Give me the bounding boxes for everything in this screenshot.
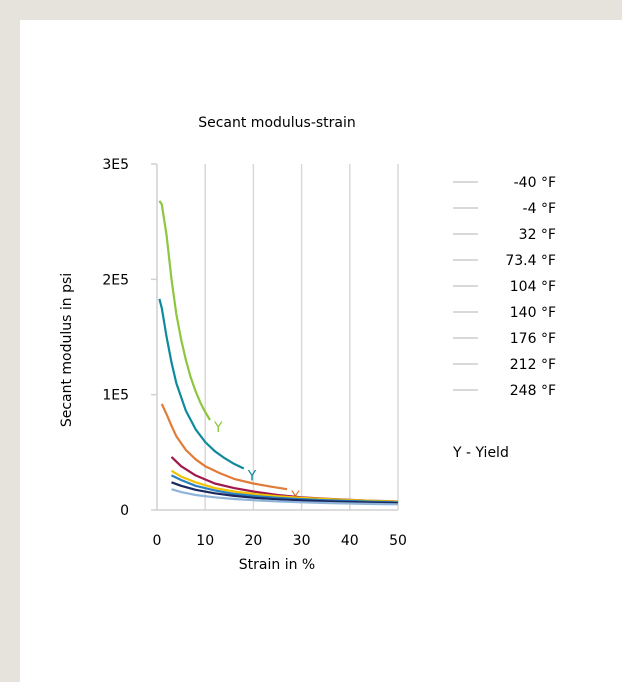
legend-label: 212 °F: [510, 357, 556, 373]
legend-label: -4 °F: [523, 201, 556, 217]
legend-label: 140 °F: [510, 305, 556, 321]
grid-lines: [204, 164, 399, 510]
x-tick-label: 50: [389, 533, 407, 549]
yield-note: Y - Yield: [452, 445, 509, 461]
legend: -40 °F -4 °F 32 °F 73.4 °F 104 °F 140 °F 176 °…: [453, 175, 556, 399]
x-tick-label: 30: [293, 533, 311, 549]
y-tick-label: 1E5: [102, 388, 129, 404]
tick-labels: 0 1E5 2E5 3E5 0 10 20 30 40 50: [102, 157, 407, 549]
y-tick-label: 3E5: [102, 157, 129, 173]
legend-label: -40 °F: [514, 175, 556, 191]
series-line-2: [160, 403, 288, 491]
series-lines: YYY: [158, 200, 399, 506]
x-tick-label: 10: [196, 533, 214, 549]
legend-label: 104 °F: [510, 279, 556, 295]
y-tick-label: 0: [120, 503, 129, 519]
legend-label: 248 °F: [510, 383, 556, 399]
series-line-7: [171, 481, 399, 505]
series-line-8: [171, 488, 399, 506]
legend-label: 73.4 °F: [505, 253, 556, 269]
legend-label: 32 °F: [519, 227, 556, 243]
legend-label: 176 °F: [510, 331, 556, 347]
x-tick-label: 0: [153, 533, 162, 549]
x-tick-label: 20: [244, 533, 262, 549]
chart-title: Secant modulus-strain: [198, 115, 356, 131]
y-tick-label: 2E5: [102, 272, 129, 288]
yield-marker: Y: [213, 420, 223, 436]
series-line-0: [158, 200, 211, 421]
yield-marker: Y: [247, 468, 257, 484]
axes: [151, 163, 398, 511]
x-tick-label: 40: [341, 533, 359, 549]
y-axis-label: Secant modulus in psi: [59, 273, 75, 427]
series-line-1: [158, 298, 245, 470]
x-axis-label: Strain in %: [239, 557, 315, 573]
